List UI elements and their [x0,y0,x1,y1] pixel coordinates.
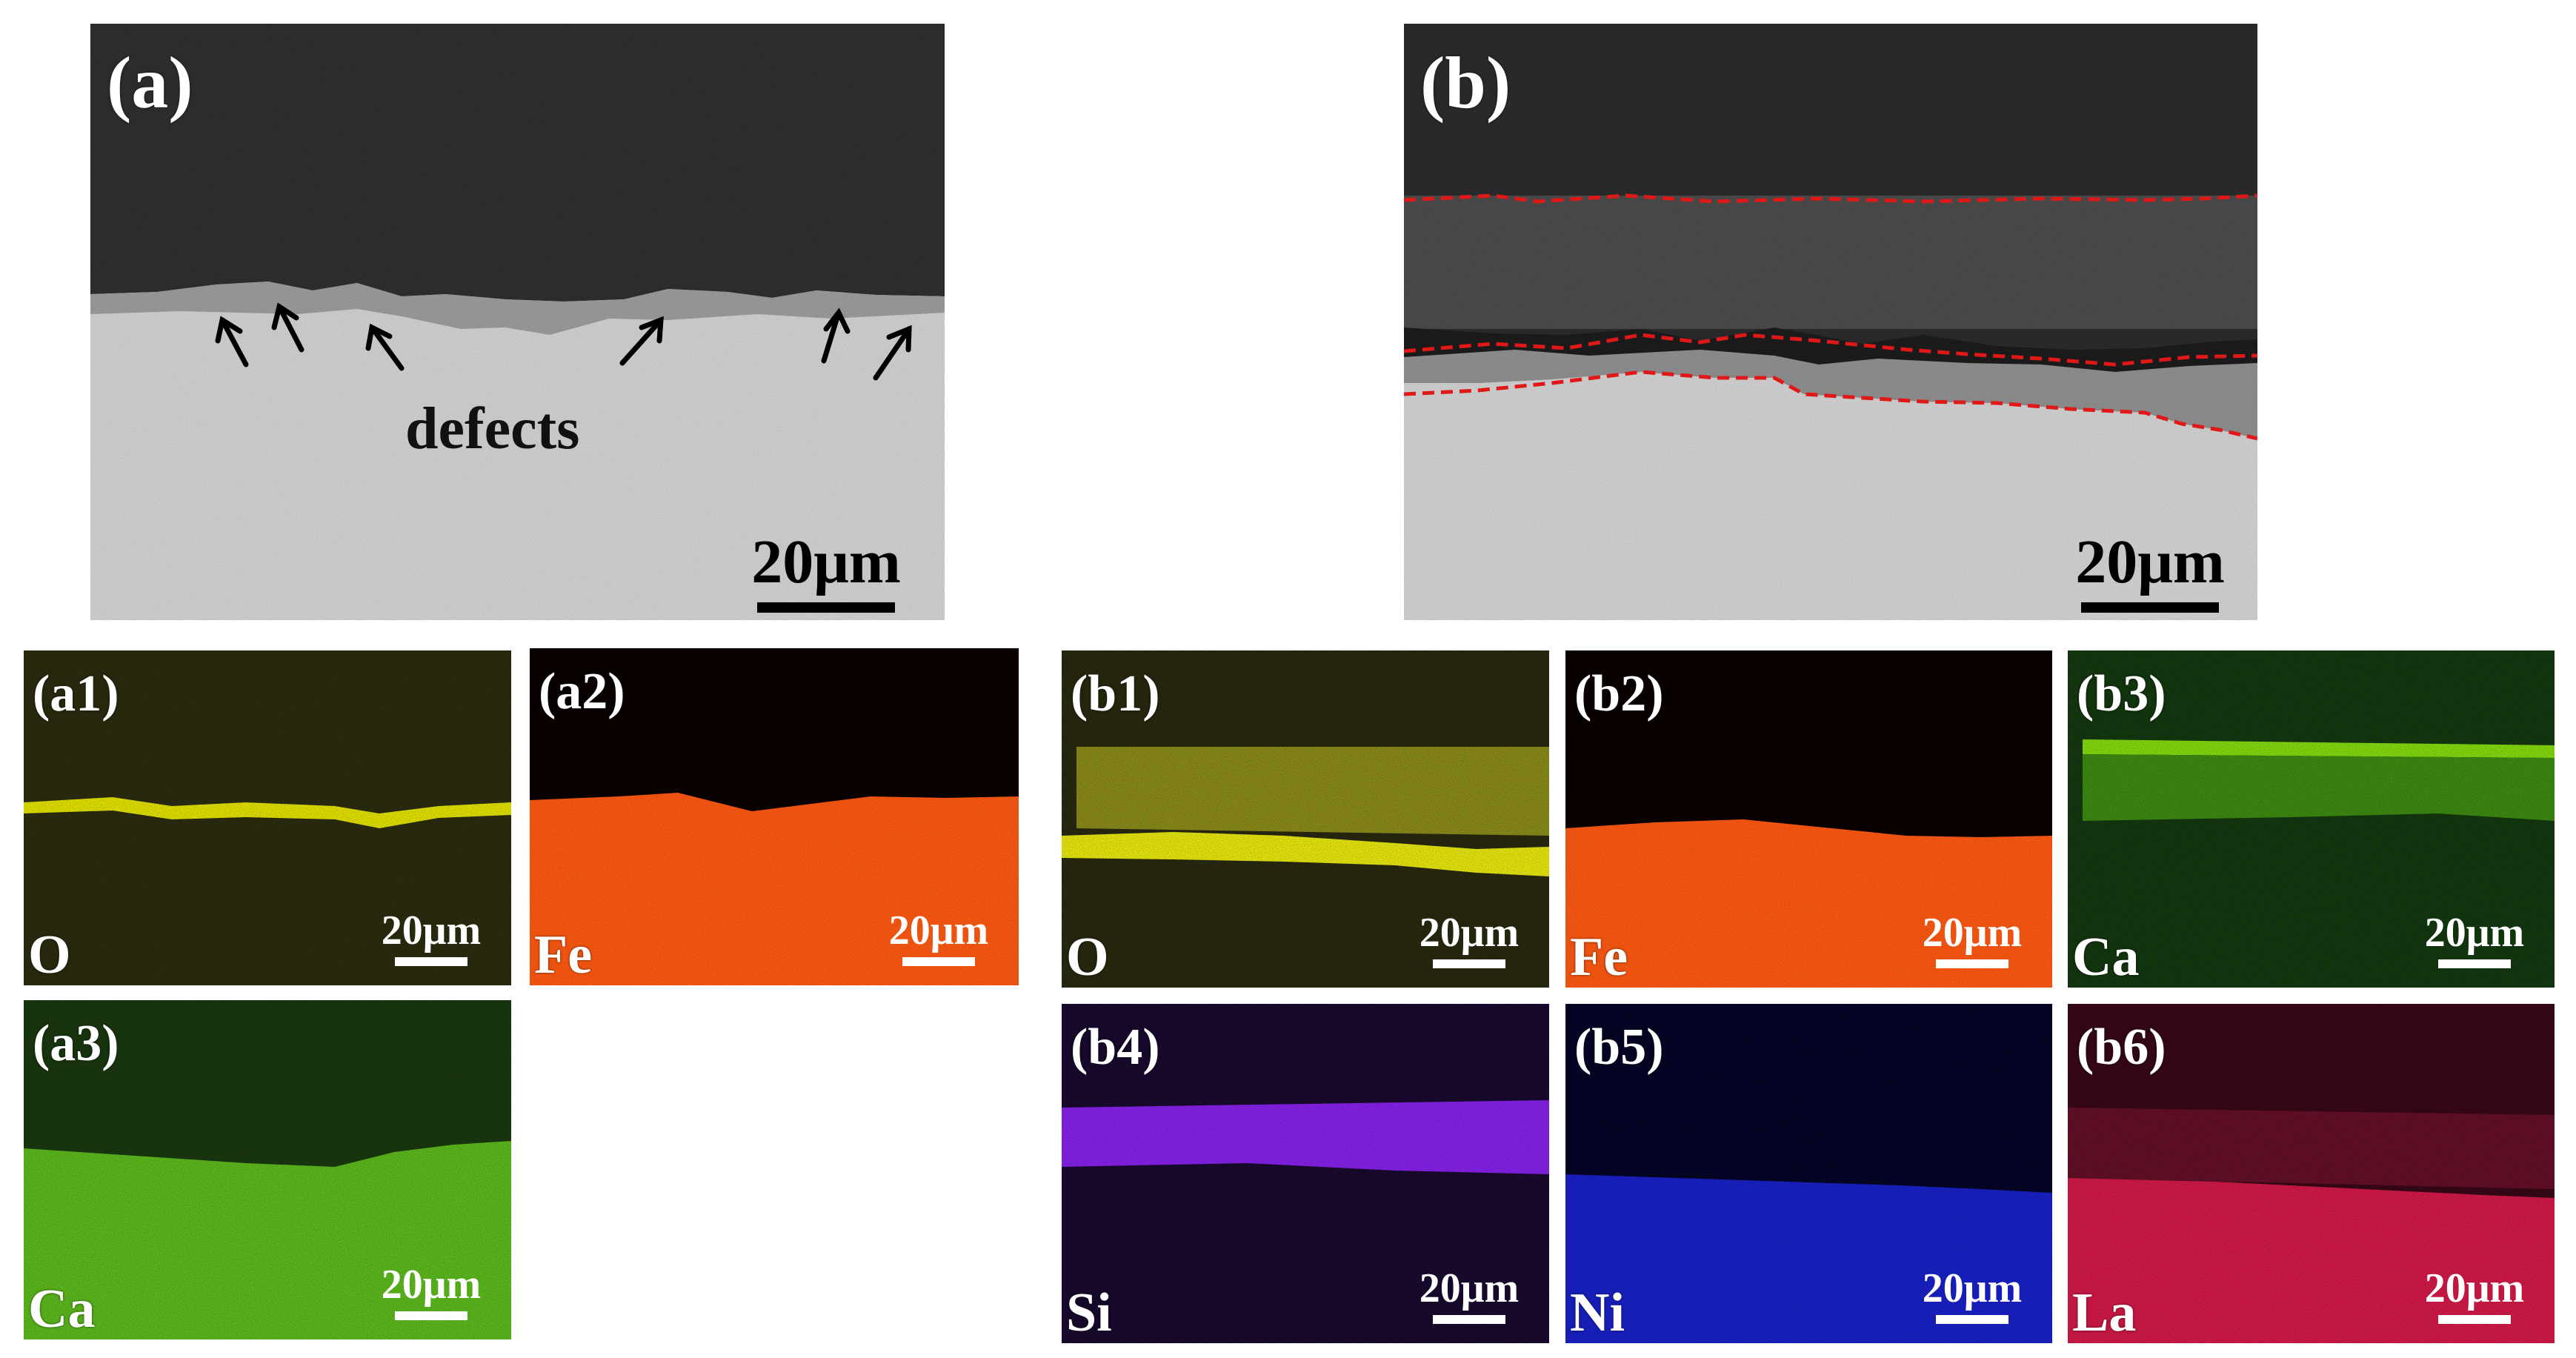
scale-line-b5 [1936,1315,2008,1324]
panel-label-a1: (a1) [33,665,119,722]
sem-image-a-graphic [90,24,945,620]
panel-label-a2: (a2) [539,663,625,720]
sem-image-a: (a) defects 20μm [90,24,945,620]
defects-annotation: defects [405,396,580,462]
panel-label-b1: (b1) [1071,665,1160,722]
scale-bar-a1: 20μm [365,910,498,966]
scale-label-b4: 20μm [1419,1265,1520,1311]
scale-bar-b4: 20μm [1402,1268,1536,1324]
scale-label-b6: 20μm [2424,1265,2525,1311]
scale-line-b1 [1433,959,1505,968]
scale-label-a3: 20μm [381,1262,482,1308]
scale-label-a1: 20μm [381,908,482,953]
scale-line-b [2081,602,2219,613]
scale-line-b4 [1433,1315,1505,1324]
scale-line-b3 [2438,959,2511,968]
eds-map-a2-graphic [530,648,1019,985]
scale-line-a2 [902,957,975,966]
element-label-b6: La [2072,1282,2137,1343]
scale-label-a: 20μm [751,527,901,596]
scale-line-a3 [395,1311,467,1320]
eds-map-b2-graphic [1565,650,2052,988]
scale-bar-b5: 20μm [1906,1268,2039,1324]
sem-image-b: (b) 20μm [1404,24,2257,620]
eds-map-a1: (a1) O 20μm [24,650,511,985]
scale-bar-a: 20μm [741,531,911,613]
eds-map-b5: (b5) Ni 20μm [1565,1004,2052,1343]
eds-map-b1: (b1) O 20μm [1062,650,1549,988]
eds-map-a2: (a2) Fe 20μm [530,648,1019,985]
panel-label-b5: (b5) [1574,1019,1664,1076]
element-label-b4: Si [1066,1282,1112,1343]
scale-bar-b2: 20μm [1906,912,2039,968]
eds-map-b1-graphic [1062,650,1549,988]
scale-label-b3: 20μm [2424,910,2525,956]
eds-map-b3-graphic [2068,650,2555,988]
scale-label-b2: 20μm [1922,910,2023,956]
scale-bar-b1: 20μm [1402,912,1536,968]
scale-bar-a2: 20μm [872,910,1005,966]
eds-map-b3: (b3) Ca 20μm [2068,650,2555,988]
element-label-a3: Ca [28,1279,96,1339]
scale-bar-b6: 20μm [2408,1268,2541,1324]
scale-line-b6 [2438,1315,2511,1324]
sem-image-b-graphic [1404,24,2257,620]
eds-map-b2: (b2) Fe 20μm [1565,650,2052,988]
panel-label-b6: (b6) [2077,1019,2166,1076]
eds-map-a3: (a3) Ca 20μm [24,1000,511,1339]
panel-label-b2: (b2) [1574,665,1664,722]
panel-label-a3: (a3) [33,1015,119,1072]
panel-label-b3: (b3) [2077,665,2166,722]
scale-label-b1: 20μm [1419,910,1520,956]
eds-map-b4: (b4) Si 20μm [1062,1004,1549,1343]
scale-bar-b: 20μm [2065,531,2235,613]
scale-line-a1 [395,957,467,966]
scale-label-a2: 20μm [888,908,989,953]
panel-label-b4: (b4) [1071,1019,1160,1076]
scale-label-b5: 20μm [1922,1265,2023,1311]
element-label-a2: Fe [534,925,593,985]
element-label-b1: O [1066,927,1109,988]
eds-map-b4-graphic [1062,1004,1549,1343]
scale-line-b2 [1936,959,2008,968]
element-label-b5: Ni [1570,1282,1625,1343]
eds-map-b6: (b6) La 20μm [2068,1004,2555,1343]
eds-map-a1-graphic [24,650,511,985]
scale-line-a [757,602,895,613]
element-label-a1: O [28,925,71,985]
element-label-b3: Ca [2072,927,2140,988]
element-label-b2: Fe [1570,927,1628,988]
eds-map-a3-graphic [24,1000,511,1339]
scale-bar-a3: 20μm [365,1264,498,1320]
panel-label-b: (b) [1420,41,1511,124]
panel-label-a: (a) [107,41,193,124]
scale-bar-b3: 20μm [2408,912,2541,968]
eds-map-b6-graphic [2068,1004,2555,1343]
scale-label-b: 20μm [2075,527,2225,596]
eds-map-b5-graphic [1565,1004,2052,1343]
